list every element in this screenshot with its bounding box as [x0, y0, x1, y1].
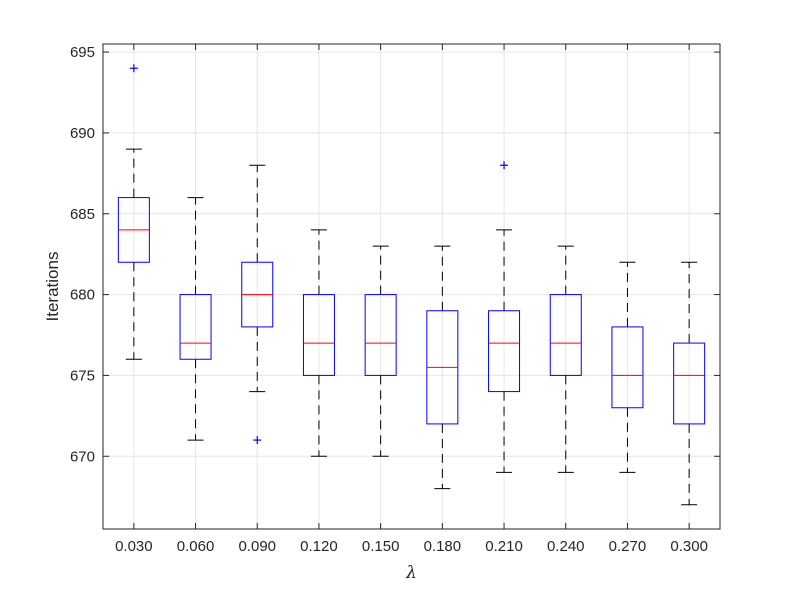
y-tick-label: 680: [70, 287, 95, 304]
box-iqr: [488, 310, 521, 393]
x-tick-label: 0.180: [424, 538, 462, 555]
y-axis-label: Iterations: [43, 252, 62, 322]
x-tick-label: 0.090: [238, 538, 276, 555]
outlier-marker: [253, 436, 262, 445]
box-0.180: [426, 245, 459, 490]
y-tick-label: 675: [70, 367, 95, 384]
x-tick-label: 0.240: [547, 538, 585, 555]
outlier-marker: [500, 161, 509, 170]
box-iqr: [179, 294, 212, 360]
box-iqr: [549, 294, 582, 376]
y-axis-ticks: 670 675 680 685 690 695: [70, 44, 720, 465]
box-iqr: [673, 342, 706, 425]
box-0.060: [179, 197, 212, 441]
box-0.210: [488, 161, 521, 473]
x-axis-label: λ: [405, 563, 417, 583]
box-iqr: [364, 294, 397, 376]
x-tick-label: 0.210: [485, 538, 523, 555]
box-0.240: [549, 245, 582, 473]
box-0.120: [302, 229, 335, 457]
x-axis-ticks: 0.030 0.060 0.090 0.120 0.150 0.180 0.210 0.240…: [115, 44, 708, 555]
box-0.150: [364, 245, 397, 457]
y-tick-label: 685: [70, 206, 95, 223]
x-tick-label: 0.030: [115, 538, 153, 555]
x-tick-label: 0.270: [609, 538, 647, 555]
box-0.030: [117, 64, 150, 360]
y-tick-label: 690: [70, 125, 95, 142]
x-tick-label: 0.120: [300, 538, 338, 555]
y-tick-label: 670: [70, 448, 95, 465]
x-tick-label: 0.300: [670, 538, 708, 555]
plot-area-frame: [102, 43, 721, 530]
box-0.270: [611, 261, 644, 473]
x-tick-label: 0.150: [362, 538, 400, 555]
box-0.300: [673, 261, 706, 506]
x-tick-label: 0.060: [177, 538, 215, 555]
box-series: [117, 64, 706, 506]
outlier-marker: [129, 64, 138, 73]
box-iqr: [611, 326, 644, 409]
box-0.090: [241, 164, 274, 445]
y-tick-label: 695: [70, 44, 95, 61]
box-iqr: [302, 294, 335, 376]
